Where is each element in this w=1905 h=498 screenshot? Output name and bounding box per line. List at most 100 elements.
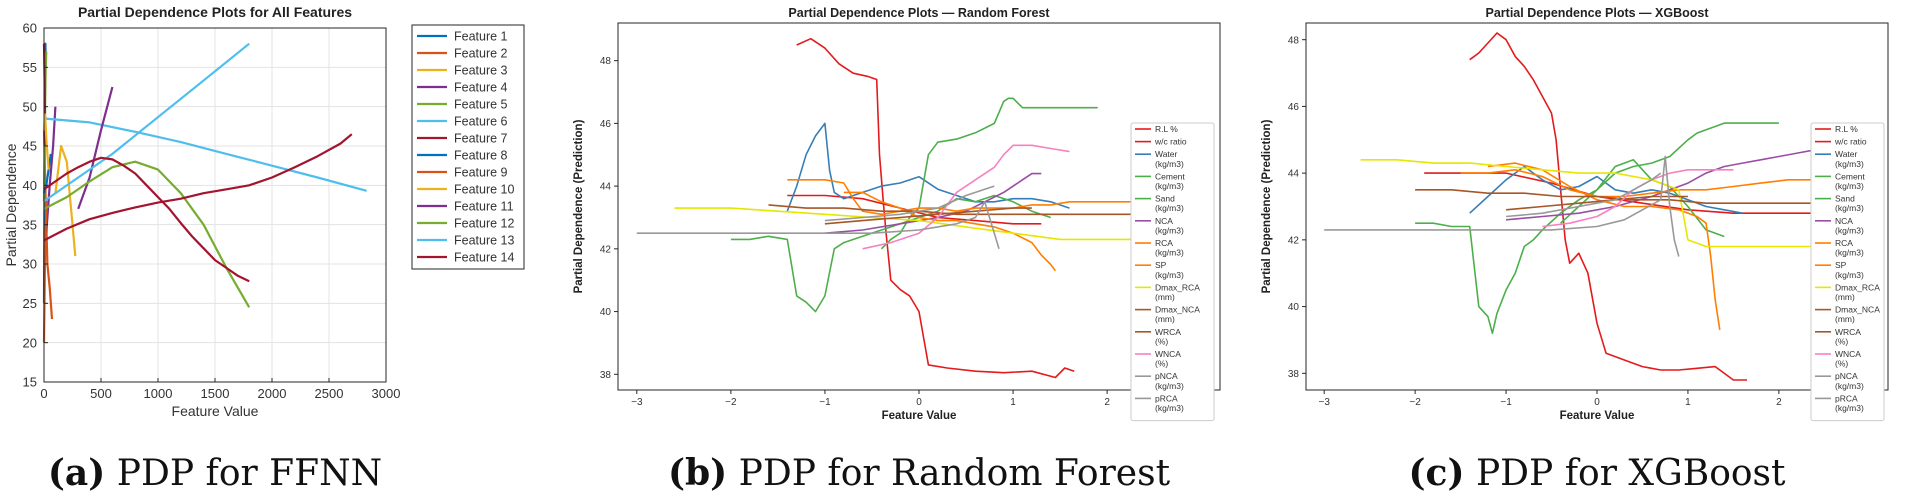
- panel-ffnn: Partial Dependence Plots for All Feature…: [3, 4, 525, 494]
- series-line-rca: [843, 191, 1057, 272]
- legend-label-line: RCA: [1835, 238, 1853, 248]
- series-line-feature-11: [77, 86, 114, 210]
- legend-box: [1810, 122, 1885, 422]
- legend-label-line: WRCA: [1155, 327, 1181, 337]
- legend-label: SP (kg/m3): [1155, 260, 1184, 280]
- legend-label: Feature 8: [454, 149, 508, 163]
- legend-label-line: NCA: [1835, 216, 1853, 226]
- series-line-dmax-rca: [674, 207, 1136, 241]
- caption-text: PDP for Random Forest: [727, 453, 1170, 494]
- y-tick-label: 40: [600, 307, 612, 318]
- subfigure-caption: (c) PDP for XGBoost: [1409, 452, 1787, 494]
- legend-label: Dmax_NCA (mm): [1155, 305, 1200, 325]
- legend-box: [1130, 122, 1215, 422]
- legend-label: pNCA (kg/m3): [1835, 371, 1864, 391]
- chart-title: Partial Dependence Plots — Random Forest: [788, 6, 1050, 20]
- legend-label-line: Water: [1155, 149, 1178, 159]
- legend-label: RCA (kg/m3): [1155, 238, 1184, 258]
- series-line-pnca: [1506, 172, 1662, 218]
- legend-label-line: WNCA: [1835, 349, 1861, 359]
- legend-label: w/c ratio: [1154, 137, 1187, 147]
- legend-label-line: pRCA: [1155, 393, 1178, 403]
- y-tick-label: 38: [600, 370, 612, 381]
- legend-label-line: (kg/m3): [1155, 270, 1184, 280]
- y-tick-label: 40: [1288, 302, 1300, 313]
- subfigure-caption: (b) PDP for Random Forest: [668, 452, 1171, 494]
- legend-label-line: (kg/m3): [1835, 181, 1864, 191]
- series-line-wrca: [1506, 195, 1688, 211]
- series-line-rca: [1487, 162, 1721, 331]
- y-tick-label: 38: [1288, 369, 1300, 380]
- legend-label-line: (kg/m3): [1155, 381, 1184, 391]
- legend-label-line: Dmax_NCA: [1155, 305, 1200, 315]
- legend-label: Cement (kg/m3): [1835, 171, 1865, 191]
- y-tick-label: 60: [23, 21, 37, 36]
- y-axis-label: Partial Dependence (Prediction): [1261, 119, 1273, 293]
- y-tick-label: 42: [600, 244, 612, 255]
- x-tick-label: −3: [1318, 397, 1330, 408]
- legend-label: WNCA (%): [1155, 349, 1181, 369]
- legend-label: R.L %: [1155, 124, 1178, 134]
- legend-label-line: Dmax_RCA: [1155, 282, 1200, 292]
- series-line-feature-3: [54, 144, 77, 257]
- legend-label: pRCA (kg/m3): [1155, 393, 1184, 413]
- legend-label-line: NCA: [1155, 216, 1173, 226]
- caption-text: PDP for XGBoost: [1465, 453, 1787, 494]
- legend-label: Cement (kg/m3): [1155, 171, 1185, 191]
- y-tick-label: 40: [23, 178, 37, 193]
- y-tick-label: 15: [23, 375, 37, 390]
- x-tick-label: 2: [1104, 397, 1110, 408]
- x-tick-label: −2: [1409, 397, 1421, 408]
- legend-label-line: pNCA: [1835, 371, 1858, 381]
- series-line-dmax-nca: [768, 204, 1136, 216]
- series-line-feature-14: [43, 156, 250, 283]
- legend-label: Dmax_NCA (mm): [1835, 305, 1880, 325]
- legend-label: WRCA (%): [1835, 327, 1861, 347]
- legend-label: Feature 13: [454, 234, 515, 248]
- legend-label: NCA (kg/m3): [1835, 216, 1864, 236]
- legend-label-line: SP: [1155, 260, 1167, 270]
- legend-label-line: (kg/m3): [1835, 203, 1864, 213]
- legend-label-line: Cement: [1835, 171, 1865, 181]
- series-line-r-l: [796, 37, 1075, 379]
- x-tick-label: 0: [1594, 397, 1600, 408]
- series-line-sp: [1460, 169, 1834, 198]
- x-axis-label: Feature Value: [1560, 410, 1635, 422]
- y-tick-label: 25: [23, 296, 37, 311]
- legend-label: R.L %: [1835, 124, 1858, 134]
- series-line-sp: [787, 179, 1136, 216]
- y-tick-label: 42: [1288, 235, 1300, 246]
- legend-label-line: (kg/m3): [1835, 248, 1864, 258]
- legend-label: Feature 3: [454, 64, 508, 78]
- legend-label: Feature 4: [454, 81, 508, 95]
- y-axis-label: Partial Dependence (Prediction): [573, 119, 585, 293]
- legend-label: Feature 1: [454, 30, 508, 44]
- legend-label-line: WNCA: [1155, 349, 1181, 359]
- legend-label-line: (kg/m3): [1155, 403, 1184, 413]
- legend-label: Feature 7: [454, 132, 508, 146]
- legend-label: Feature 5: [454, 98, 508, 112]
- series-line-prca: [1324, 155, 1680, 257]
- legend-label-line: R.L %: [1155, 124, 1178, 134]
- x-tick-label: 1500: [201, 386, 230, 401]
- legend-label-line: Sand: [1835, 194, 1855, 204]
- series-line-pnca: [824, 185, 995, 222]
- legend-label-line: w/c ratio: [1834, 137, 1867, 147]
- legend-label-line: (kg/m3): [1835, 403, 1864, 413]
- y-tick-label: 46: [1288, 102, 1300, 113]
- series-line-prca: [636, 201, 1000, 250]
- legend-label: w/c ratio: [1834, 137, 1867, 147]
- legend-label-line: (%): [1155, 336, 1168, 346]
- x-tick-label: 2000: [258, 386, 287, 401]
- y-tick-label: 44: [1288, 169, 1300, 180]
- legend-label: Water (kg/m3): [1155, 149, 1184, 169]
- series-line-nca: [824, 172, 1042, 234]
- legend-label-line: (mm): [1155, 314, 1175, 324]
- chart-title: Partial Dependence Plots for All Feature…: [78, 4, 352, 20]
- legend-label: Sand (kg/m3): [1835, 194, 1864, 214]
- x-tick-label: 1: [1010, 397, 1016, 408]
- legend-label-line: (kg/m3): [1155, 225, 1184, 235]
- legend-label: SP (kg/m3): [1835, 260, 1864, 280]
- legend-label: WNCA (%): [1835, 349, 1861, 369]
